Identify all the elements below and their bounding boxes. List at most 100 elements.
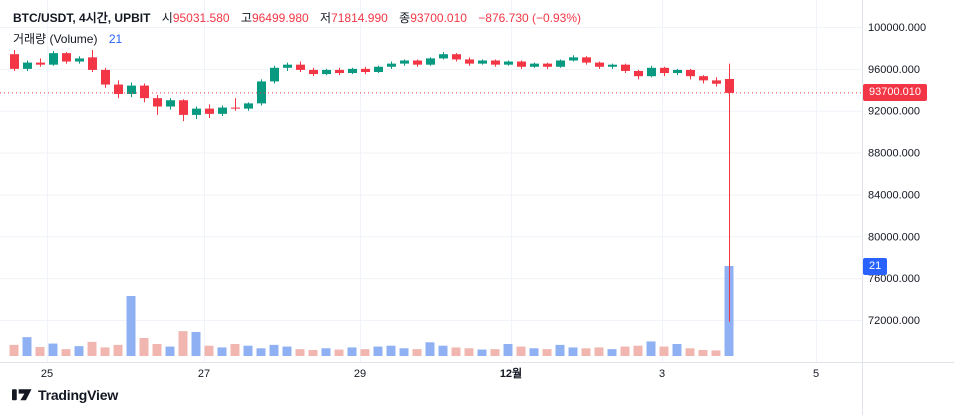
candle	[673, 68, 682, 76]
candle-body	[101, 69, 110, 85]
candle	[309, 67, 318, 77]
candle	[153, 95, 162, 115]
high-label: 고	[240, 11, 252, 25]
volume-bar	[412, 349, 422, 356]
volume-bar	[256, 348, 266, 356]
volume-bar	[334, 349, 344, 356]
candle-body	[400, 60, 409, 64]
volume-bar	[243, 345, 253, 356]
candle	[400, 59, 409, 66]
candle	[127, 82, 136, 98]
symbol-title[interactable]: BTC/USDT, 4시간, UPBIT	[13, 11, 151, 25]
volume-bar	[113, 344, 123, 356]
ohlc-low: 저71814.990	[320, 11, 388, 25]
high-value: 96499.980	[251, 11, 309, 25]
candle-body	[634, 70, 643, 77]
tradingview-logo[interactable]: TradingView	[12, 387, 118, 403]
candle-body	[374, 66, 383, 72]
volume-bar	[295, 349, 305, 356]
candle	[465, 57, 474, 66]
volume-bar	[451, 347, 461, 356]
candle	[569, 55, 578, 62]
candle-body	[88, 57, 97, 70]
volume-indicator-label[interactable]: 거래량 (Volume)	[13, 32, 98, 46]
candle-body	[322, 69, 331, 75]
candle-body	[192, 108, 201, 115]
candle-body	[543, 63, 552, 67]
ohlc-open: 시95031.580	[162, 11, 230, 25]
price-axis-label: 84000.000	[868, 189, 920, 201]
candle-body	[725, 78, 734, 93]
price-axis-labels: 100000.000 96000.000 92000.000 88000.000 840…	[868, 22, 926, 327]
volume-bar	[633, 345, 643, 356]
candle	[49, 51, 58, 66]
candle-body	[75, 58, 84, 62]
time-axis-label: 29	[354, 368, 366, 380]
candle	[322, 68, 331, 76]
candle	[296, 61, 305, 72]
candle-body	[673, 69, 682, 74]
candle-body	[114, 84, 123, 94]
volume-bar	[503, 344, 513, 356]
candle-body	[452, 54, 461, 60]
volume-bar	[464, 348, 474, 356]
candle	[647, 65, 656, 78]
volume-bar	[568, 347, 578, 356]
candle	[686, 68, 695, 80]
volume-bar	[204, 345, 214, 356]
volume-bar	[555, 344, 565, 356]
candle	[23, 60, 32, 71]
candle	[725, 63, 734, 322]
time-axis-labels: 25 27 29 12월 3 5	[41, 366, 819, 380]
volume-bar	[425, 342, 435, 356]
candle-body	[582, 57, 591, 63]
candle	[270, 65, 279, 84]
volume-bar	[581, 348, 591, 356]
grid-layer	[0, 0, 862, 362]
candle	[166, 98, 175, 110]
price-axis-label: 72000.000	[868, 315, 920, 327]
candle-body	[36, 62, 45, 65]
candle	[36, 58, 45, 67]
volume-bar	[191, 332, 201, 356]
volume-bar	[139, 338, 149, 356]
volume-bar	[152, 344, 162, 356]
candle	[231, 98, 240, 111]
candle-body	[569, 57, 578, 61]
candle-body	[647, 67, 656, 77]
candle	[439, 52, 448, 60]
symbol-legend-row: BTC/USDT, 4시간, UPBIT 시95031.580 고96499.9…	[13, 8, 581, 29]
candle-body	[348, 68, 357, 74]
time-axis-label: 3	[659, 368, 665, 380]
volume-bar	[165, 346, 175, 356]
candle-body	[270, 67, 279, 82]
volume-bar	[594, 347, 604, 356]
candle	[88, 50, 97, 72]
volume-bar	[308, 350, 318, 356]
candle	[387, 61, 396, 69]
candle	[478, 59, 487, 65]
volume-bar	[48, 343, 58, 356]
candle-body	[309, 69, 318, 75]
candle	[595, 61, 604, 69]
price-change: −876.730 (−0.93%)	[478, 11, 582, 25]
volume-bar	[438, 345, 448, 356]
time-axis[interactable]	[0, 362, 954, 415]
candle	[361, 66, 370, 75]
candle	[62, 52, 71, 64]
volume-bar	[373, 346, 383, 356]
candle-body	[530, 63, 539, 67]
candle-body	[491, 60, 500, 65]
price-axis[interactable]	[862, 0, 954, 362]
time-axis-label: 27	[198, 368, 210, 380]
candle	[491, 59, 500, 67]
candle	[335, 67, 344, 76]
candle	[283, 62, 292, 71]
last-price-tag: 93700.010	[863, 84, 927, 102]
volume-bar	[698, 350, 708, 356]
candle-body	[244, 103, 253, 109]
candle-body	[283, 64, 292, 68]
volume-bar	[477, 349, 487, 356]
